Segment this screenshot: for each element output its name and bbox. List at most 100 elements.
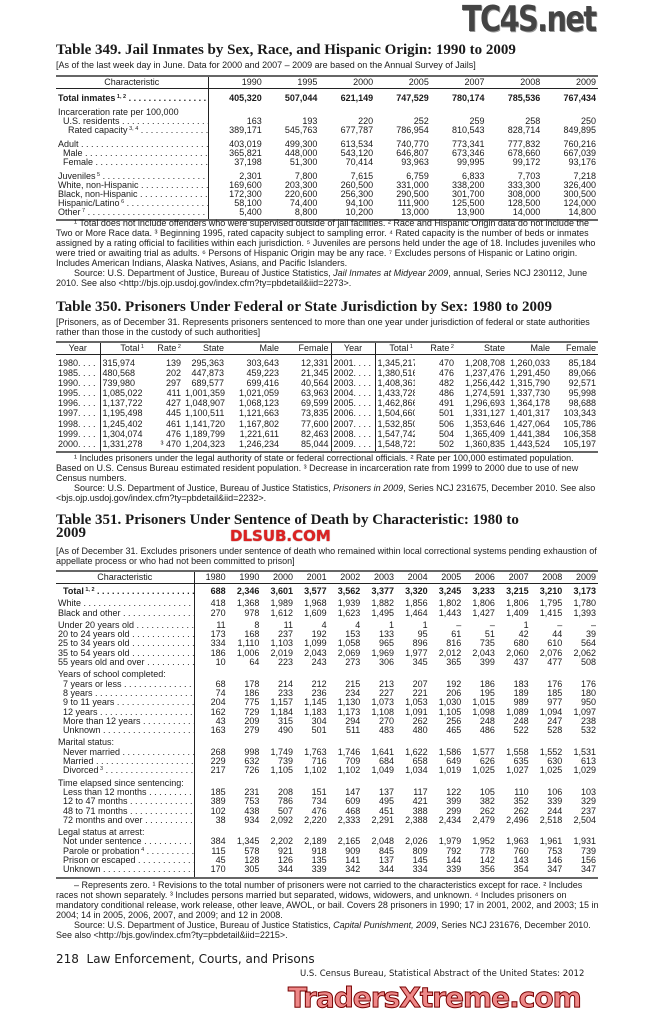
value-cell: 809 (412, 846, 428, 856)
value-cell (261, 667, 295, 679)
value-cell: 221 (412, 688, 428, 698)
table-row: 9 to 11 years . . . . . . . . . . . . . … (56, 698, 598, 708)
row-label: Marital status: (56, 735, 195, 748)
value-cell: 658 (412, 757, 428, 767)
year-cell: 1997. . . . (56, 408, 101, 419)
value-cell: 739,980 (102, 378, 136, 389)
value-cell: 4 (355, 619, 361, 630)
value-cell: 2,069 (337, 648, 361, 658)
value-cell: 70,414 (345, 158, 374, 167)
value-cell: 156 (580, 856, 596, 866)
value-cell: 1,558 (506, 747, 529, 757)
value-cell: 102 (210, 806, 226, 816)
column-header: Male (226, 342, 281, 355)
table-349: Characteristic 1990 1995 2000 2005 2007 2008 20… (56, 75, 598, 221)
value-cell: 613,534 (340, 139, 374, 149)
value-cell: 2,291 (371, 815, 394, 825)
row-label: 72 months and over . . . . . . . . . . .… (56, 815, 195, 826)
value-cell: 1,237,476 (464, 368, 505, 379)
value-cell: 2,202 (270, 837, 293, 847)
value-cell: 273 (345, 658, 361, 668)
value-cell: 1,882 (371, 598, 394, 609)
footnote-ref: 1 (139, 344, 144, 350)
footnote-ref: 5 (95, 172, 101, 178)
column-header: Female (552, 342, 598, 355)
value-cell: 231 (244, 787, 260, 797)
value-cell: 810,543 (451, 126, 485, 135)
footnote-ref: 7 (80, 208, 86, 214)
value-cell: 133 (378, 630, 394, 640)
year-cell: 2001. . . . (331, 354, 376, 369)
column-header: 2002 (328, 571, 363, 584)
value-cell: 365,821 (229, 149, 262, 158)
value-cell: 93,963 (401, 158, 429, 167)
table-row: 20 to 24 years old . . . . . . . . . . .… (56, 630, 598, 640)
row-label: Other 7 . . . . . . . . . . . . . . . . … (56, 208, 209, 221)
value-cell: 270 (210, 608, 226, 618)
row-label: 35 to 54 years old . . . . . . . . . . .… (56, 648, 195, 659)
value-cell: 1,441,384 (509, 428, 550, 439)
value-cell: 204 (210, 698, 226, 708)
value-cell: 73,835 (281, 408, 332, 419)
value-cell (194, 825, 228, 837)
value-cell: 2,479 (472, 815, 495, 825)
year-cell: 1990. . . . (56, 378, 101, 389)
value-cell: 918 (311, 846, 327, 856)
footnotes: ¹ Includes prisoners under the legal aut… (56, 453, 579, 483)
value-cell (295, 735, 329, 747)
value-cell: 21,345 (281, 368, 332, 379)
value-cell: 144 (446, 856, 462, 866)
value-cell: 511 (345, 726, 361, 736)
value-cell: 1,048,907 (185, 398, 226, 409)
value-cell: 1,105 (438, 707, 462, 717)
value-cell: 98,688 (568, 398, 596, 409)
table-row: White, non-Hispanic . . . . . . . . . . … (56, 181, 598, 190)
value-cell: 227 (378, 688, 394, 698)
value-cell: 74 (215, 688, 226, 698)
value-cell: 491 (438, 398, 454, 409)
value-cell: 689,577 (191, 378, 224, 389)
value-cell: 1,030 (438, 698, 462, 708)
value-cell: 1,034 (405, 766, 428, 776)
value-cell: 448,000 (284, 149, 318, 158)
value-cell: 1,795 (539, 598, 563, 609)
table-351-subtitle: [As of December 31. Excludes prisoners u… (56, 546, 597, 566)
value-cell: 342 (328, 865, 363, 879)
value-cell: 2,026 (405, 837, 428, 847)
value-cell: 126 (277, 856, 293, 866)
value-cell: 1,609 (304, 608, 327, 618)
value-cell: 613 (580, 757, 596, 767)
value-cell: 1,547,742 (377, 428, 416, 439)
value-cell: 7,800 (294, 171, 318, 181)
row-label: Unknown . . . . . . . . . . . . . . . . … (56, 865, 195, 879)
value-cell: 347 (530, 865, 565, 879)
table-351-notes: – Represents zero. ¹ Revisions to the to… (56, 880, 601, 940)
value-cell (430, 776, 464, 788)
value-cell: ³ 470 (146, 438, 183, 453)
value-cell: 51 (484, 630, 495, 640)
value-cell: 1,586 (438, 747, 462, 757)
source-text: Source: U.S. Department of Justice, Bure… (74, 920, 334, 930)
value-cell: 203,300 (284, 181, 318, 190)
year-cell: 1995. . . . (56, 388, 101, 399)
value-cell: 252 (413, 117, 429, 126)
value-cell: 1,365,409 (464, 428, 505, 439)
page-footer: 218 Law Enforcement, Courts, and Prisons (56, 952, 315, 966)
row-label: 25 to 34 years old . . . . . . . . . . .… (56, 639, 195, 649)
value-cell: 773,341 (451, 139, 485, 149)
value-cell: 767,434 (563, 93, 596, 103)
page-number: 218 (56, 952, 79, 966)
value-cell: 297 (165, 378, 181, 389)
table-row: 35 to 54 years old . . . . . . . . . . .… (56, 648, 598, 659)
table-row: Male . . . . . . . . . . . . . . . . . .… (56, 149, 598, 158)
value-cell (362, 667, 396, 679)
value-cell: 209 (244, 716, 260, 726)
value-cell: 2,043 (472, 648, 495, 658)
column-header: 1990 (208, 76, 264, 89)
value-cell: 775 (244, 698, 260, 708)
value-cell: 352 (513, 797, 529, 807)
value-cell: 388 (412, 806, 428, 816)
value-cell: 1 (388, 619, 394, 630)
year-cell: 1980. . . . (56, 354, 101, 369)
value-cell: 389,171 (229, 126, 262, 135)
